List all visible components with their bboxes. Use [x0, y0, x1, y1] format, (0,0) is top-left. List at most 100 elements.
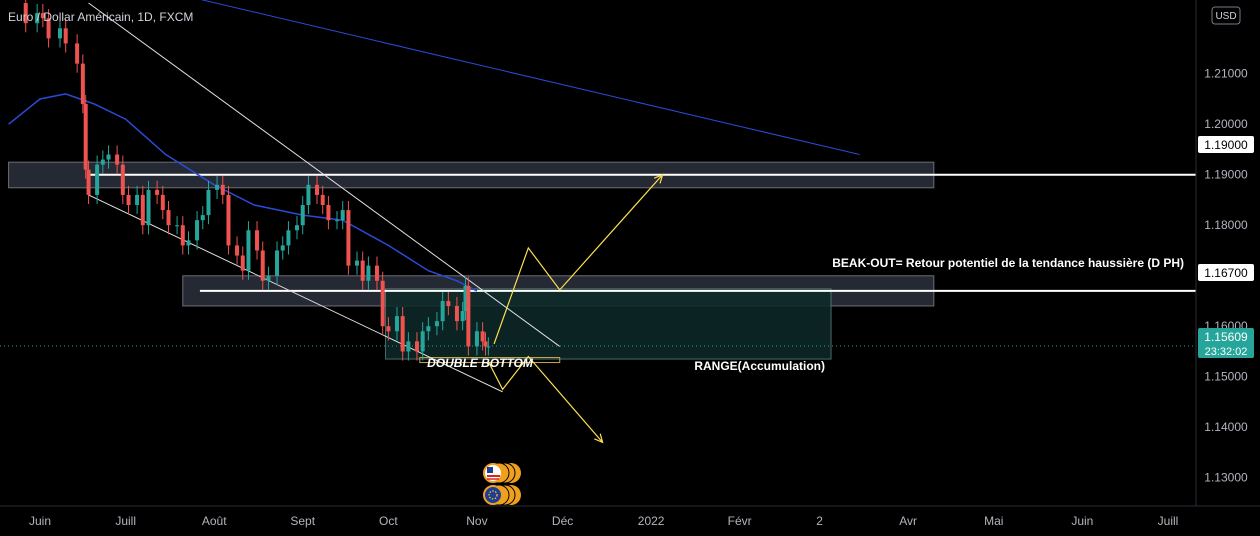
candle-body: [346, 210, 351, 266]
candle-body: [275, 250, 280, 276]
price-tick-label: 1.20000: [1204, 117, 1248, 131]
candle-body: [260, 250, 265, 281]
trend-lines-layer: [0, 0, 1196, 393]
candle-body: [480, 331, 485, 342]
candle-body: [63, 28, 68, 44]
countdown-value: 23:32:02: [1205, 346, 1248, 358]
channel-lower-line: [88, 194, 503, 393]
level-label-1-19-text: 1.19000: [1204, 138, 1248, 152]
candle-body: [240, 255, 245, 271]
candles-layer: [23, 0, 491, 361]
projections-layer: [487, 173, 664, 444]
candle-body: [474, 331, 479, 347]
time-tick-label: Sept: [290, 514, 315, 528]
candle-body: [195, 220, 200, 241]
candle-body: [135, 194, 140, 206]
candle-body: [166, 210, 171, 226]
time-tick-label: 2: [816, 514, 823, 528]
double-bottom-annotation: DOUBLE BOTTOM: [427, 356, 534, 370]
candle-body: [206, 189, 211, 216]
candle-body: [420, 331, 425, 352]
candle-body: [360, 260, 365, 281]
price-tick-label: 1.18000: [1204, 218, 1248, 232]
time-tick-label: Juill: [1158, 514, 1179, 528]
time-tick-label: Avr: [899, 514, 917, 528]
last-price-tag[interactable]: 1.15609 23:32:02: [1198, 328, 1254, 358]
candle-body: [483, 341, 488, 347]
candle-body: [40, 13, 45, 19]
candle-body: [106, 154, 111, 160]
projection-down-arrow: [487, 355, 604, 443]
level-label-1-19[interactable]: 1.19000: [1198, 136, 1254, 153]
candle-body: [215, 184, 220, 190]
candle-body: [386, 326, 391, 332]
candle-body: [460, 311, 465, 322]
channel-upper-line: [88, 2, 561, 347]
candle-body: [175, 225, 180, 227]
time-axis[interactable]: Juin Juill Août Sept Oct Nov Déc 2022 Févr 2 Avr Ma…: [29, 514, 1178, 528]
level-label-1-167-text: 1.16700: [1204, 266, 1248, 280]
candle-body: [100, 159, 105, 165]
candle-body: [160, 194, 165, 211]
level-label-1-167[interactable]: 1.16700: [1198, 264, 1254, 281]
candle-body: [300, 205, 305, 226]
time-tick-label: Août: [202, 514, 227, 528]
candle-body: [115, 154, 120, 165]
candle-body: [414, 341, 419, 352]
economic-events-us[interactable]: [483, 462, 521, 484]
candle-body: [466, 285, 471, 347]
candle-body: [295, 225, 300, 231]
time-tick-label: Juin: [1071, 514, 1093, 528]
candle-body: [120, 164, 125, 195]
candle-body: [23, 3, 28, 24]
candle-body: [80, 63, 85, 105]
projection-down-arrow-head: [594, 433, 604, 444]
projection-up-arrow: [493, 174, 663, 345]
candle-body: [35, 13, 40, 24]
time-tick-label: Mai: [984, 514, 1003, 528]
candle-body: [86, 169, 91, 195]
candle-body: [57, 28, 62, 39]
candle-body: [235, 245, 240, 256]
candle-body: [440, 300, 445, 322]
candle-body: [354, 260, 359, 266]
candle-body: [434, 321, 439, 327]
candle-body: [146, 189, 151, 226]
candle-body: [463, 285, 468, 312]
time-tick-label: Déc: [552, 514, 573, 528]
currency-button[interactable]: USD: [1211, 6, 1241, 25]
candle-body: [83, 104, 88, 170]
time-tick-label: 2022: [638, 514, 665, 528]
candle-body: [246, 230, 251, 271]
candle-body: [226, 194, 231, 246]
economic-events-eu[interactable]: [483, 484, 521, 506]
eu-flag-icon: [483, 485, 503, 505]
price-tick-label: 1.21000: [1204, 67, 1248, 81]
candle-body: [220, 184, 225, 195]
time-tick-label: Févr: [728, 514, 752, 528]
time-tick-label: Juin: [29, 514, 51, 528]
candle-body: [126, 194, 131, 206]
candle-body: [200, 215, 205, 221]
price-tick-label: 1.19000: [1204, 168, 1248, 182]
time-tick-label: Oct: [379, 514, 398, 528]
candle-body: [306, 184, 311, 206]
candle-body: [454, 306, 459, 322]
candle-body: [366, 265, 371, 281]
candle-body: [334, 220, 339, 222]
candle-body: [380, 280, 385, 327]
candle-body: [315, 184, 320, 195]
candle-body: [95, 164, 100, 195]
candle-body: [155, 189, 160, 195]
candle-body: [286, 230, 291, 246]
candle-body: [320, 194, 325, 206]
candle-body: [446, 300, 451, 307]
candle-body: [280, 245, 285, 251]
candle-body: [486, 346, 491, 348]
candle-body: [186, 240, 191, 246]
price-tick-label: 1.14000: [1204, 420, 1248, 434]
candle-body: [75, 43, 80, 64]
time-tick-label: Juill: [115, 514, 136, 528]
